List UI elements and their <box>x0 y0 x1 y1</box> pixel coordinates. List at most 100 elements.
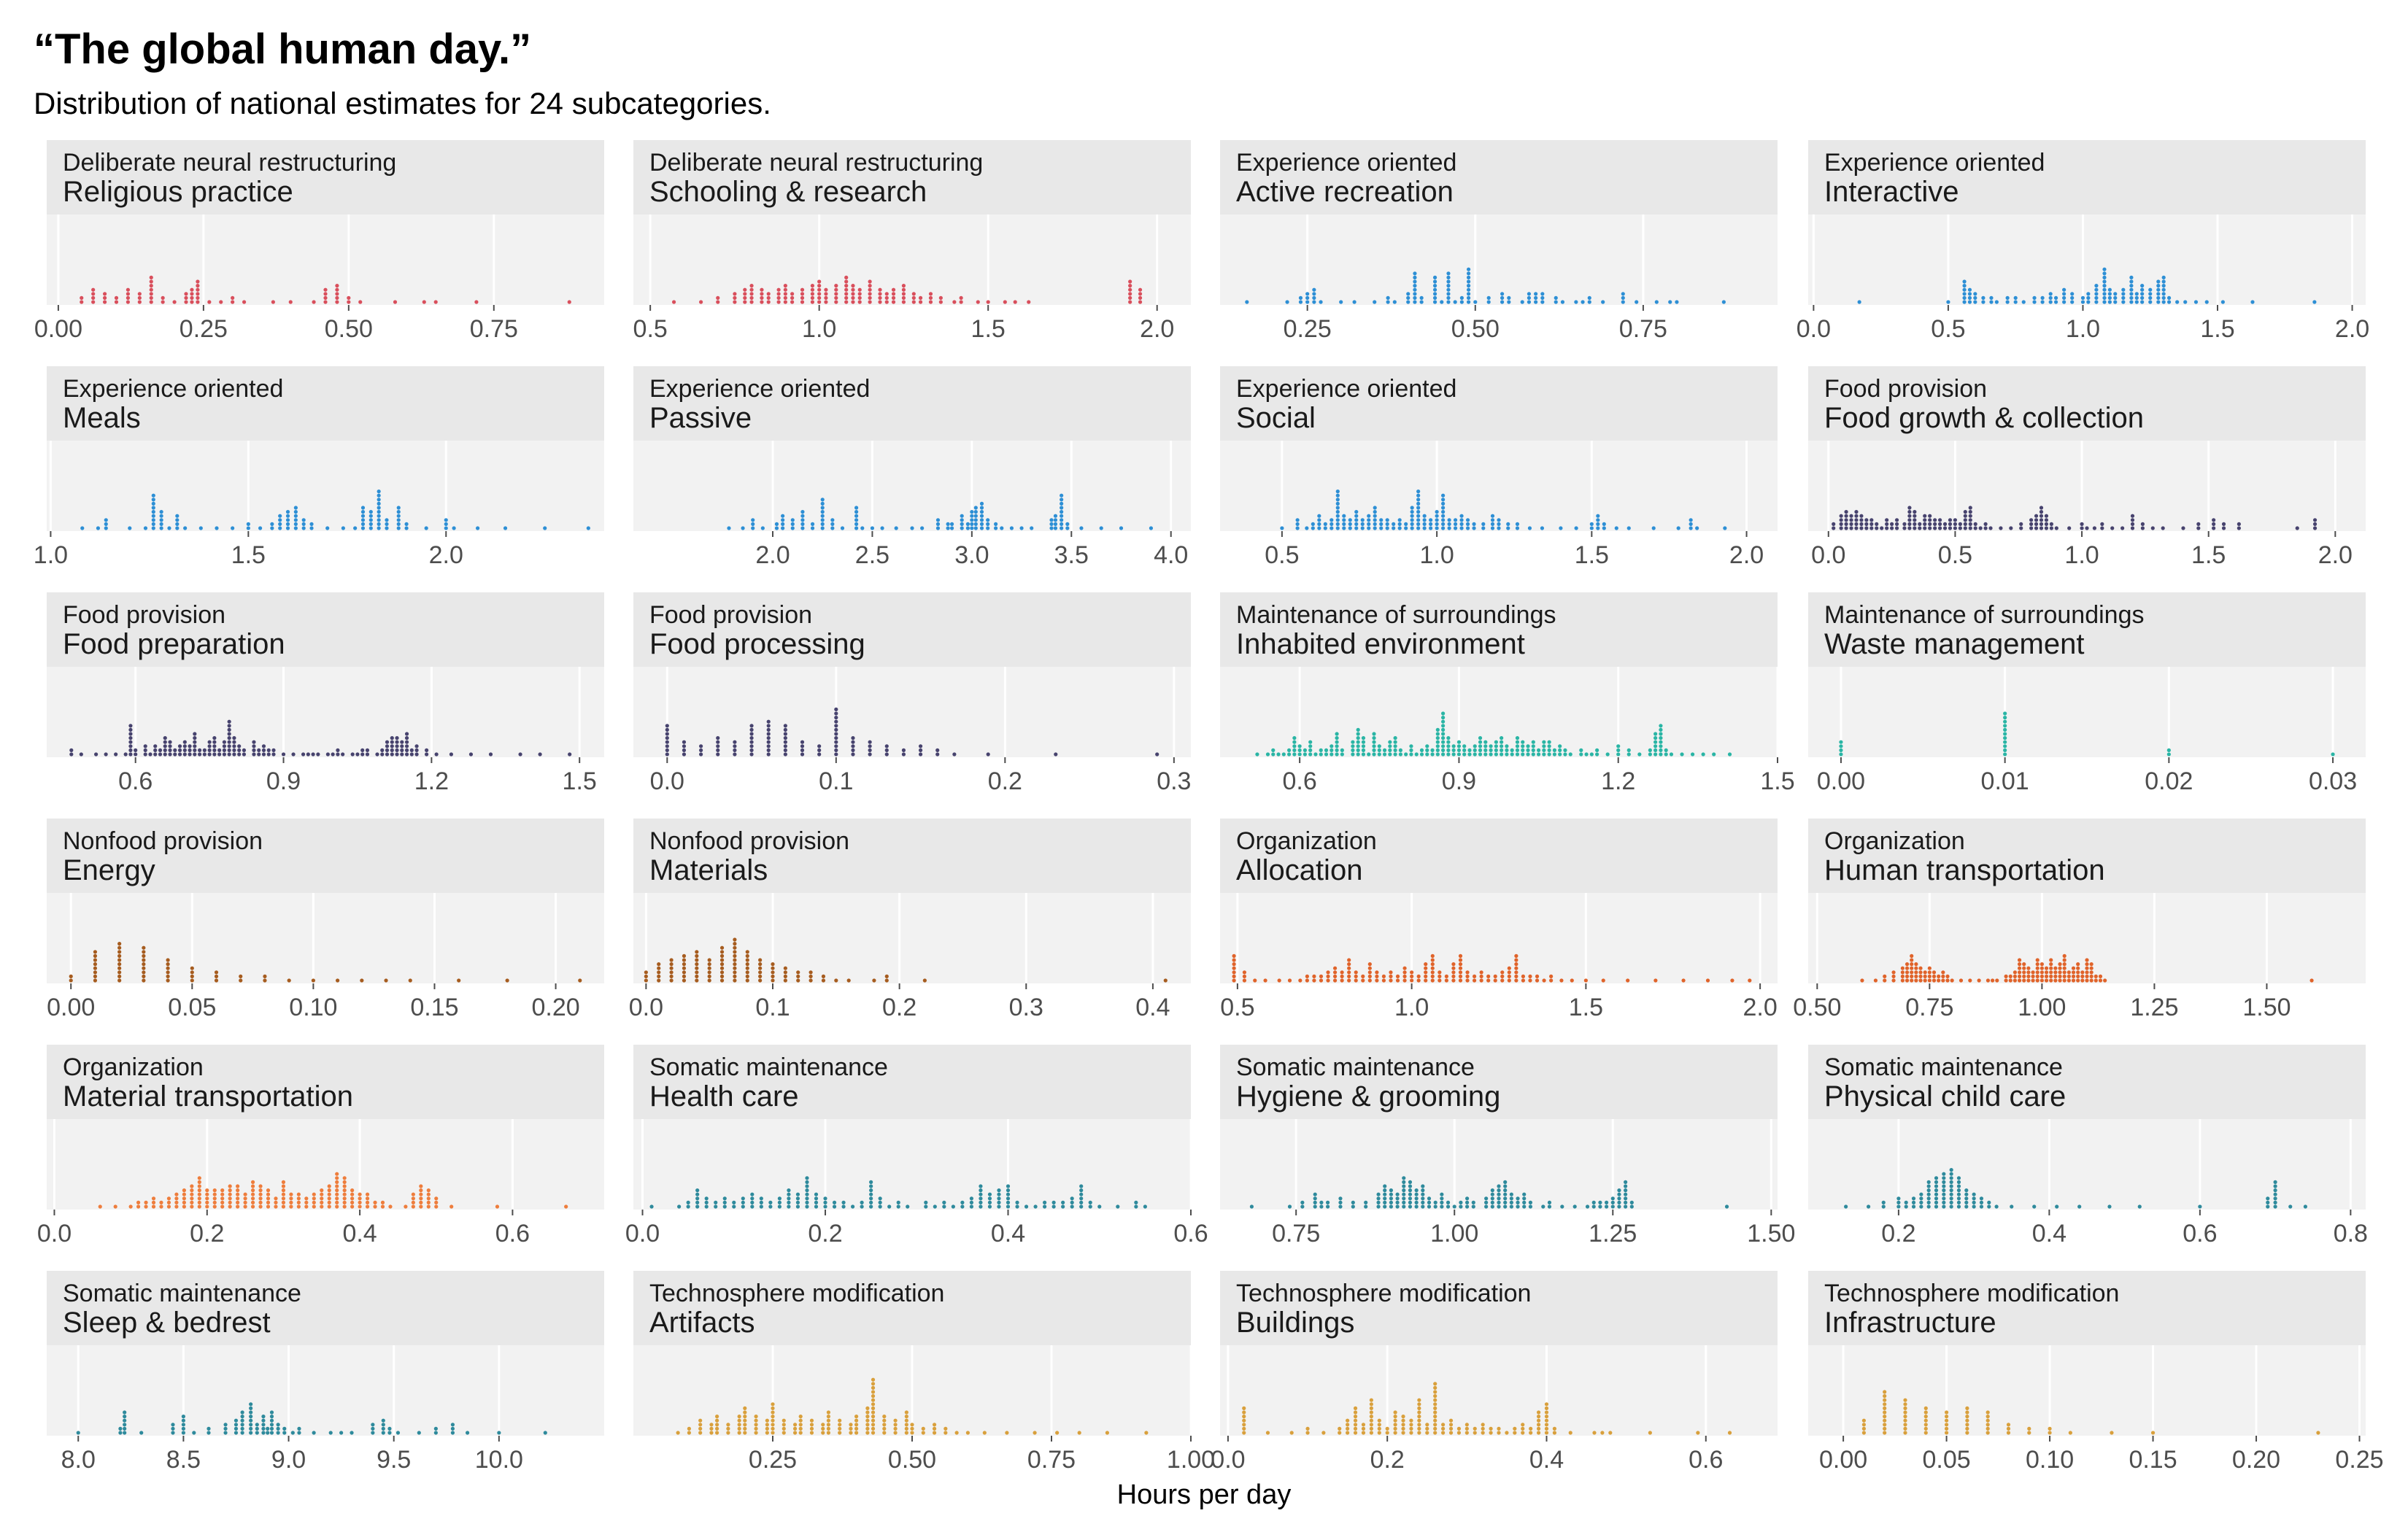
data-dot <box>212 1196 217 1201</box>
data-dot <box>190 978 194 983</box>
data-dot <box>1521 740 1525 744</box>
data-dot <box>266 1188 271 1193</box>
data-dot <box>745 974 749 978</box>
data-dot <box>790 522 795 526</box>
data-dot <box>538 752 542 757</box>
data-dot <box>792 1426 798 1431</box>
data-dot <box>166 1196 171 1201</box>
data-dot <box>290 1431 295 1435</box>
data-dot <box>719 953 725 958</box>
data-dot <box>1383 1192 1387 1196</box>
data-dot <box>1441 732 1446 736</box>
data-dot <box>1280 526 1284 530</box>
data-dot <box>1544 1431 1549 1435</box>
data-dot <box>2022 962 2026 967</box>
data-dot <box>1317 518 1321 522</box>
facet-strip: Experience oriented Meals <box>47 366 604 441</box>
data-dot <box>1323 522 1327 526</box>
data-dot <box>1507 300 1511 304</box>
data-dot <box>335 1172 339 1176</box>
data-dot <box>1305 974 1309 978</box>
data-dot <box>301 526 306 530</box>
data-dot <box>1942 1176 1946 1180</box>
data-dot <box>240 1431 244 1435</box>
facet-plot: 8.0 8.5 9.0 9.5 10.0 <box>47 1345 604 1474</box>
data-dot <box>1928 526 1932 530</box>
data-dot <box>2076 974 2080 978</box>
data-dot <box>196 292 200 296</box>
data-dot <box>1591 1200 1596 1204</box>
tick-label: 1.00 <box>2018 994 2066 1021</box>
tick-label: 1.2 <box>1601 767 1635 795</box>
data-dot <box>2035 978 2040 983</box>
data-dot <box>113 1204 117 1209</box>
data-dot <box>2003 724 2007 728</box>
data-dot <box>1490 522 1495 526</box>
data-dot <box>726 1431 730 1435</box>
data-dot <box>1305 978 1309 983</box>
data-dot <box>1242 1423 1246 1427</box>
data-dot <box>444 526 448 530</box>
data-dot <box>851 300 855 304</box>
data-dot <box>117 953 122 958</box>
data-dot <box>1515 740 1520 744</box>
data-dot <box>698 1418 703 1423</box>
data-dot <box>768 1204 773 1209</box>
data-dot <box>820 514 825 518</box>
data-dot <box>1515 736 1520 740</box>
data-dot <box>258 1188 263 1193</box>
data-dot <box>1459 1204 1463 1209</box>
data-dot <box>411 1196 415 1201</box>
data-dot <box>809 1418 814 1423</box>
data-dot <box>987 1200 992 1204</box>
tick-label: 0.5 <box>633 315 668 343</box>
data-dot <box>243 1200 247 1204</box>
data-dot <box>973 526 978 530</box>
plot-background <box>1220 1345 1778 1436</box>
data-dot <box>151 506 155 510</box>
data-dot <box>817 287 822 292</box>
tick-label: 0.25 <box>749 1446 797 1474</box>
data-dot <box>1163 978 1168 983</box>
data-dot <box>795 1196 800 1201</box>
data-dot <box>809 1426 814 1431</box>
data-dot <box>1347 970 1351 975</box>
data-dot <box>1321 1431 1326 1435</box>
data-dot <box>1648 748 1652 752</box>
data-dot <box>760 300 764 304</box>
data-dot <box>228 1196 232 1201</box>
data-dot <box>751 522 755 526</box>
data-dot <box>869 1180 873 1184</box>
data-dot <box>830 518 835 522</box>
data-dot <box>657 962 661 967</box>
facet-strip: Deliberate neural restructuring Schooling… <box>633 140 1191 214</box>
data-dot <box>1433 1418 1438 1423</box>
data-dot <box>304 1200 309 1204</box>
data-dot <box>1885 522 1889 526</box>
data-dot <box>766 295 771 300</box>
facet-strip: Food provision Food processing <box>633 592 1191 667</box>
data-dot <box>1849 514 1853 518</box>
data-dot <box>911 300 916 304</box>
data-dot <box>1934 1184 1939 1188</box>
data-dot <box>1554 300 1558 304</box>
data-dot <box>175 518 180 522</box>
data-dot <box>285 514 290 518</box>
data-dot <box>396 526 401 530</box>
data-dot <box>1844 518 1848 522</box>
data-dot <box>1466 295 1471 300</box>
data-dot <box>1408 1180 1413 1184</box>
data-dot <box>1435 518 1439 522</box>
data-dot <box>69 752 74 757</box>
data-dot <box>148 752 153 757</box>
data-dot <box>193 740 197 744</box>
data-dot <box>1675 300 1679 304</box>
data-dot <box>1305 526 1309 530</box>
data-dot <box>1430 953 1435 958</box>
data-dot <box>1353 1431 1358 1435</box>
data-dot <box>1584 752 1589 757</box>
data-dot <box>1849 526 1853 530</box>
data-dot <box>1427 1196 1432 1201</box>
facet-panel: Nonfood provision Materials 0.0 0.1 0.2 0.3 0.… <box>629 819 1191 1027</box>
data-dot <box>1319 1204 1324 1209</box>
